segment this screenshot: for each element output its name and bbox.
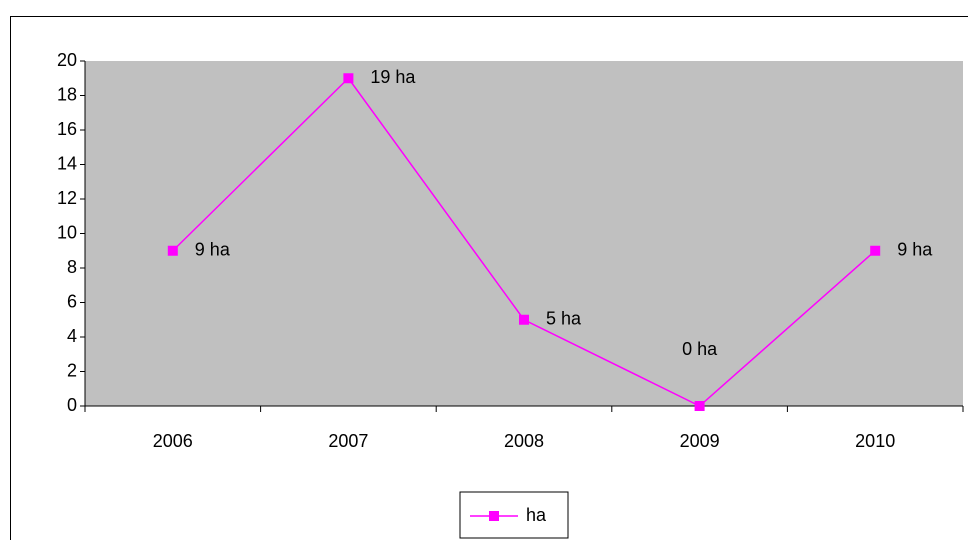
- x-tick-label: 2007: [328, 431, 368, 451]
- legend-marker: [489, 511, 499, 521]
- y-tick-label: 18: [57, 84, 77, 104]
- y-tick-label: 6: [67, 291, 77, 311]
- y-tick-label: 14: [57, 153, 77, 173]
- x-tick-label: 2008: [504, 431, 544, 451]
- y-tick-label: 12: [57, 188, 77, 208]
- y-tick-label: 20: [57, 50, 77, 70]
- marker: [167, 245, 178, 256]
- data-label: 0 ha: [682, 339, 718, 359]
- x-tick-label: 2009: [680, 431, 720, 451]
- data-label: 19 ha: [370, 67, 416, 87]
- legend-box: [459, 491, 569, 539]
- y-tick-label: 4: [67, 326, 77, 346]
- marker: [519, 314, 529, 325]
- x-tick-label: 2010: [855, 431, 895, 451]
- data-label: 9 ha: [897, 240, 933, 260]
- marker: [343, 73, 354, 84]
- marker: [694, 401, 705, 411]
- legend-label: ha: [526, 505, 547, 525]
- y-tick-label: 2: [67, 360, 77, 380]
- y-tick-label: 0: [67, 395, 77, 415]
- marker: [870, 245, 881, 256]
- y-tick-label: 16: [57, 119, 77, 139]
- y-tick-label: 10: [57, 222, 77, 242]
- data-label: 9 ha: [195, 240, 231, 260]
- plot-area: [85, 61, 963, 406]
- y-tick-label: 8: [67, 257, 77, 277]
- data-label: 5 ha: [546, 309, 582, 329]
- x-tick-label: 2006: [153, 431, 193, 451]
